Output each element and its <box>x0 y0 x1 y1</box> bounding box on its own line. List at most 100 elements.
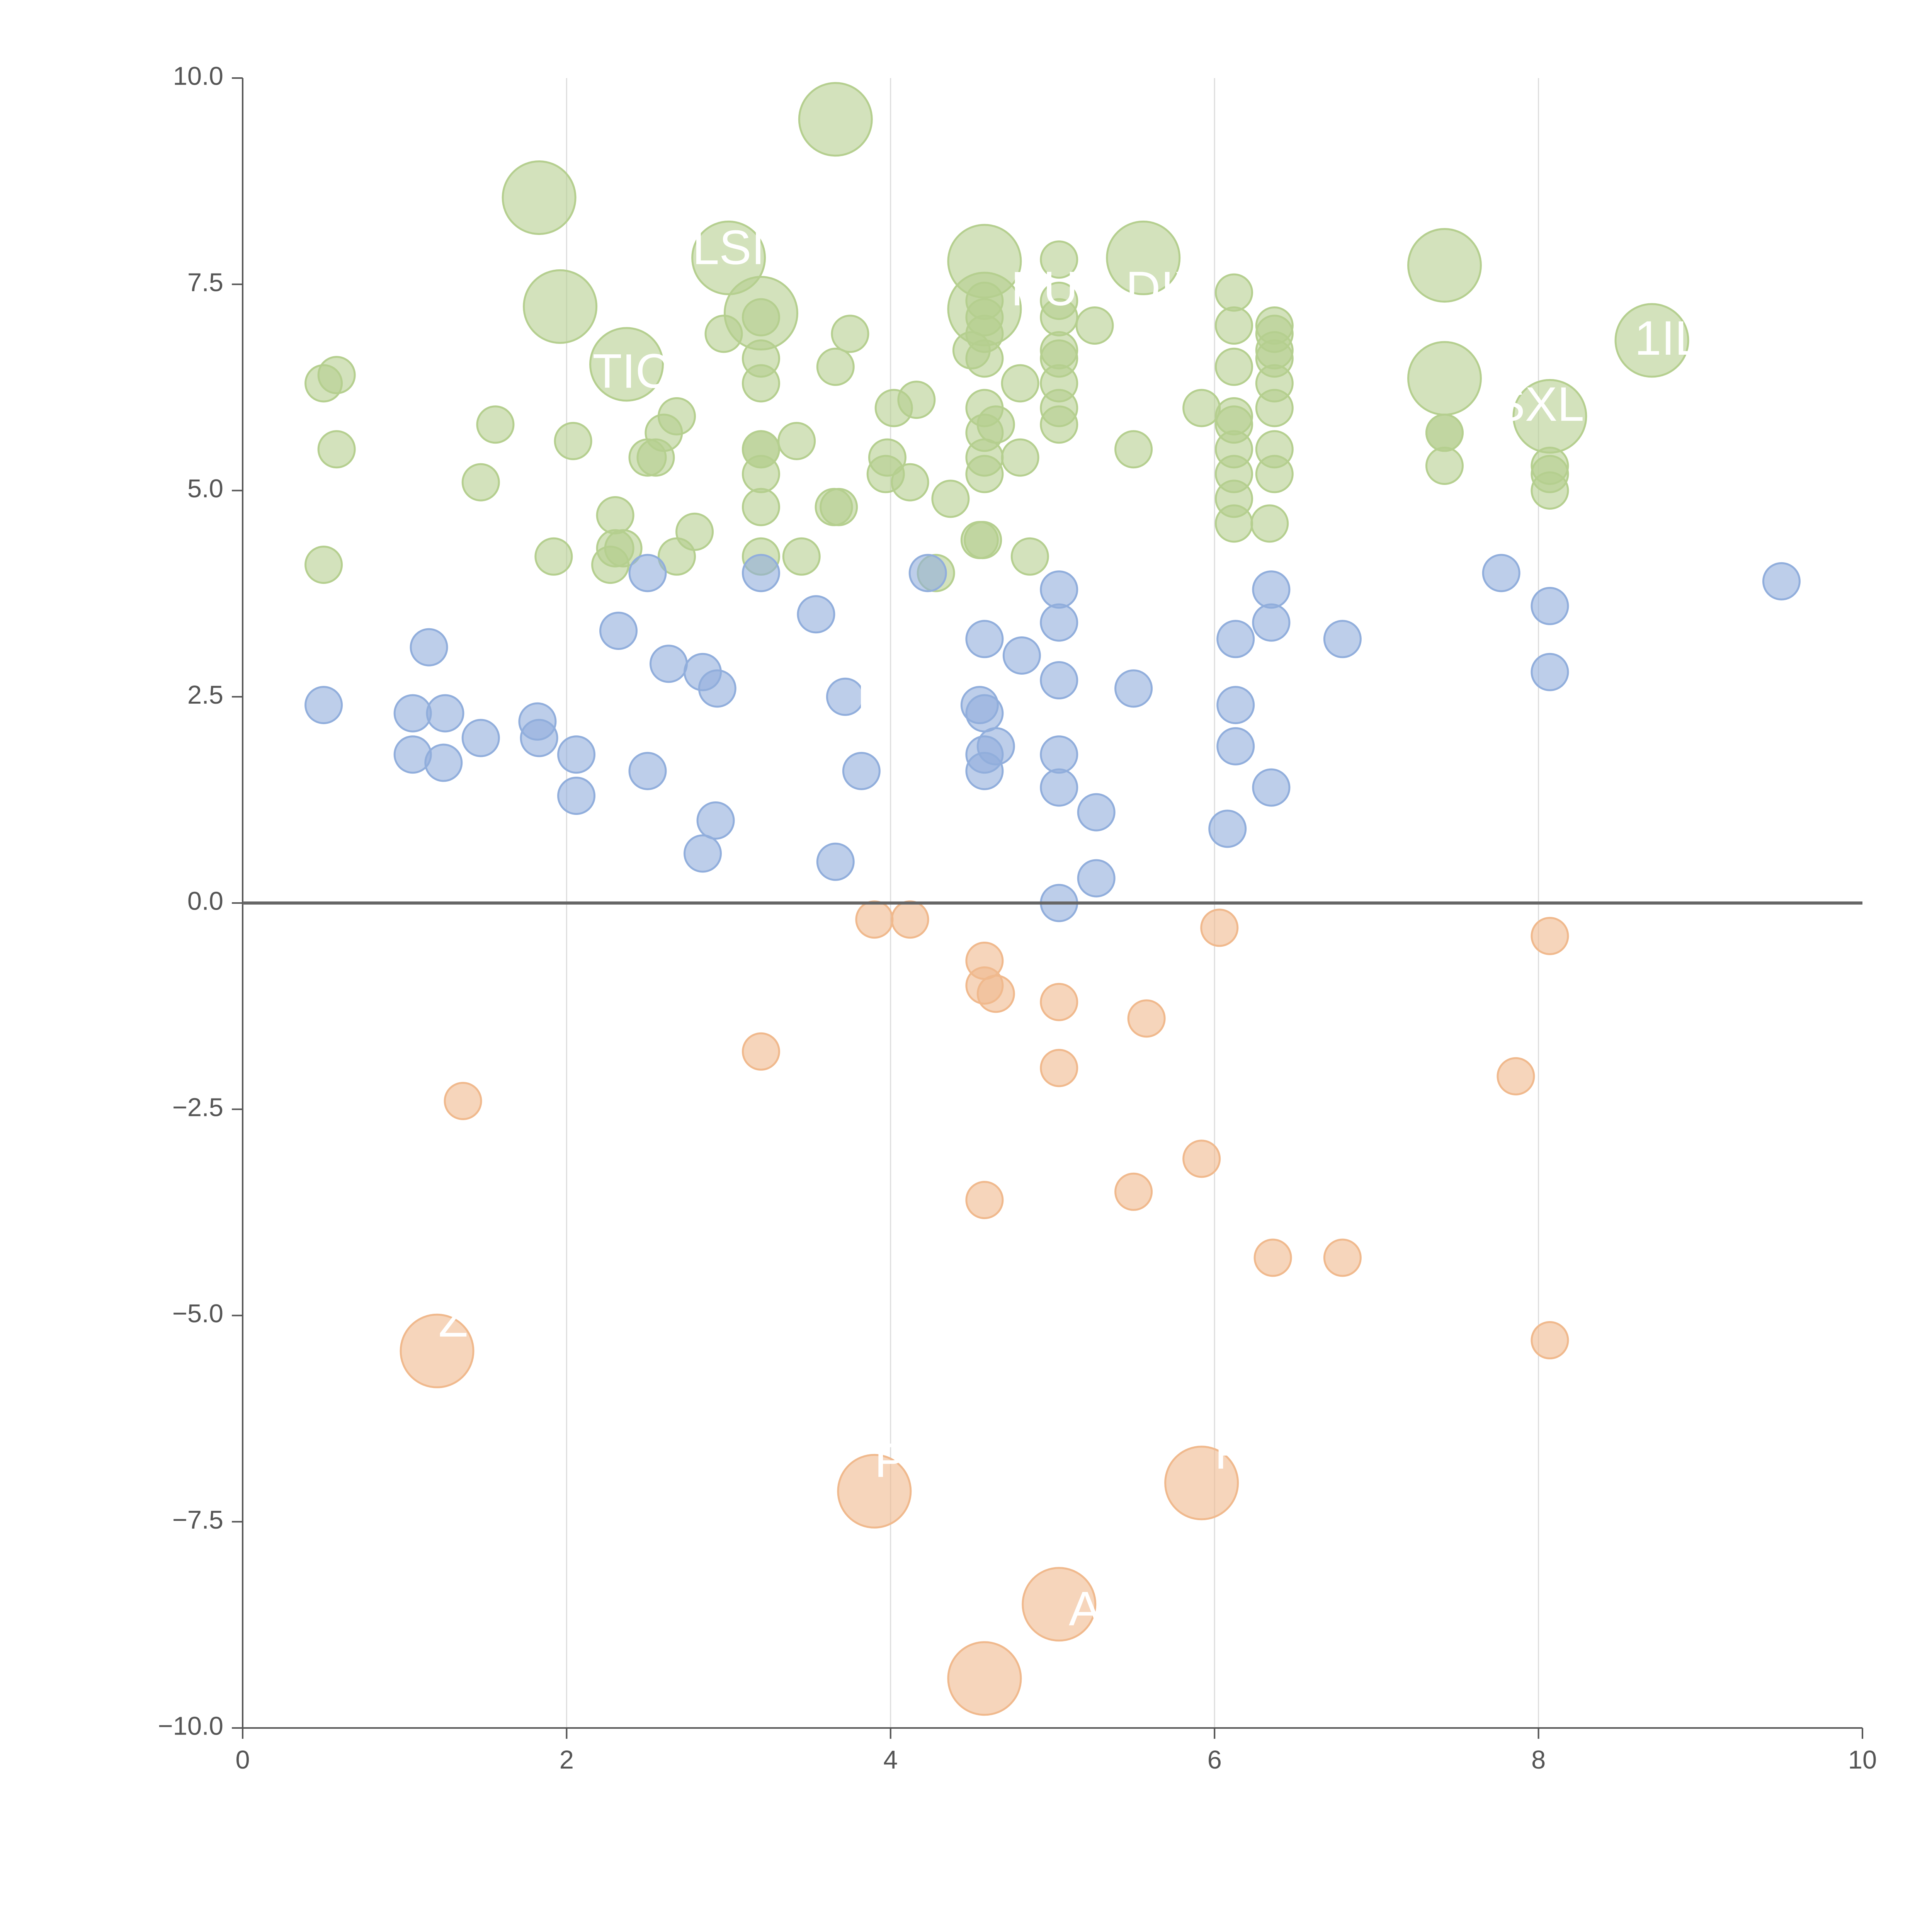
scatter-point <box>855 900 894 939</box>
scatter-point <box>1531 1321 1569 1360</box>
scatter-point <box>797 595 835 634</box>
scatter-point <box>596 496 634 535</box>
bubble-layer <box>400 82 1689 1716</box>
scatter-point <box>742 430 780 469</box>
scatter-point <box>965 1181 1004 1219</box>
scatter-point <box>1216 727 1255 765</box>
scatter-point <box>1323 620 1362 658</box>
scatter-point <box>704 315 743 353</box>
scatter-point <box>698 669 736 708</box>
scatter-point <box>675 512 714 551</box>
scatter-point <box>393 694 432 733</box>
scatter-point <box>897 381 936 419</box>
point-layer <box>304 240 1801 1360</box>
x-tick-label: 8 <box>1531 1745 1546 1774</box>
scatter-point <box>742 554 780 592</box>
scatter-point <box>424 743 463 782</box>
scatter-point <box>1208 810 1247 848</box>
y-tick-label: −10.0 <box>158 1712 223 1741</box>
scatter-point <box>534 537 573 576</box>
x-tick-label: 4 <box>883 1745 898 1774</box>
scatter-point <box>696 801 735 840</box>
scatter-point <box>1200 908 1239 947</box>
scatter-point <box>317 356 356 395</box>
scatter-point <box>976 405 1015 444</box>
scatter-point <box>1040 983 1078 1021</box>
y-tick-label: −5.0 <box>172 1299 223 1328</box>
scatter-point <box>891 463 929 502</box>
point-label: LSI <box>692 221 765 274</box>
scatter-point <box>1040 331 1078 370</box>
scatter-point <box>964 521 1002 560</box>
scatter-point <box>965 694 1004 733</box>
scatter-point <box>816 347 855 386</box>
scatter-point <box>461 719 500 757</box>
scatter-point <box>1252 768 1291 807</box>
scatter-point <box>1040 1049 1078 1087</box>
scatter-point <box>1215 397 1253 435</box>
scatter-point <box>1010 537 1049 576</box>
scatter-point <box>599 611 638 650</box>
point-label: 1IL <box>1634 311 1702 365</box>
point-label: TIC <box>592 345 670 398</box>
scatter-point <box>891 900 929 939</box>
bubble-point <box>1106 220 1181 295</box>
y-tick-label: 10.0 <box>173 62 223 91</box>
scatter-point <box>1127 999 1166 1038</box>
scatter-point <box>826 677 864 716</box>
scatter-point <box>1001 364 1039 403</box>
y-tick-label: −7.5 <box>172 1505 223 1534</box>
scatter-point <box>976 975 1015 1013</box>
scatter-point <box>1255 430 1294 469</box>
scatter-point <box>1040 240 1078 279</box>
scatter-point <box>1531 587 1569 625</box>
scatter-point <box>657 397 696 435</box>
scatter-point <box>965 281 1004 320</box>
scatter-point <box>1002 636 1041 675</box>
scatter-point <box>649 645 688 683</box>
scatter-point <box>1040 603 1078 642</box>
scatter-point <box>742 339 780 378</box>
scatter-point <box>1040 768 1078 807</box>
bubble-point <box>837 1454 912 1529</box>
x-tick-label: 0 <box>235 1745 250 1774</box>
scatter-point <box>742 1032 780 1071</box>
scatter-point <box>1182 389 1221 427</box>
scatter-point <box>1215 273 1253 312</box>
scatter-point <box>742 488 780 526</box>
scatter-point <box>831 315 869 353</box>
scatter-point <box>1114 669 1153 708</box>
bubble-point <box>1164 1446 1239 1520</box>
scatter-point <box>1425 413 1464 452</box>
bubble-point <box>1614 303 1689 378</box>
bubble-point <box>1407 228 1482 303</box>
scatter-point <box>842 752 881 790</box>
scatter-point <box>931 480 970 518</box>
scatter-point <box>1531 446 1569 485</box>
scatter-point <box>965 620 1004 658</box>
x-tick-label: 6 <box>1208 1745 1222 1774</box>
scatter-point <box>1531 653 1569 691</box>
scatter-point <box>317 430 356 469</box>
scatter-point <box>304 686 343 724</box>
scatter-point <box>820 488 858 526</box>
bubble-point <box>589 327 664 402</box>
scatter-point <box>782 537 821 576</box>
scatter-point <box>410 628 448 667</box>
scatter-point <box>1114 1172 1153 1211</box>
scatter-point <box>1114 430 1153 469</box>
scatter-point <box>1252 603 1291 642</box>
scatter-point <box>628 554 667 592</box>
scatter-point <box>1497 1057 1535 1095</box>
bubble-point <box>502 160 577 235</box>
scatter-point <box>1182 1139 1221 1178</box>
scatter-point <box>742 298 780 337</box>
label-layer: TIC LSI D PU DIX 1IL SXL Z P P A <box>439 221 1702 1636</box>
point-label: D <box>857 675 892 728</box>
bubble-point <box>947 1641 1022 1716</box>
bubble-point <box>1022 1567 1097 1642</box>
scatter-point <box>868 438 906 477</box>
scatter-point <box>1040 735 1078 774</box>
y-tick-label: 5.0 <box>187 474 223 503</box>
